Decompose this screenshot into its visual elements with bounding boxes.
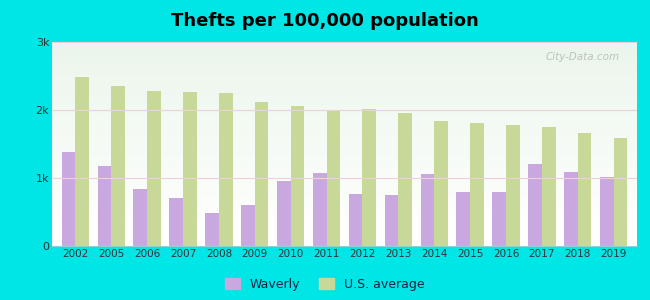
Bar	[528, 164, 542, 246]
Bar	[52, 134, 637, 144]
Bar	[111, 85, 125, 246]
Bar	[52, 42, 637, 52]
Bar	[183, 92, 197, 246]
Bar	[147, 91, 161, 246]
Bar	[52, 83, 637, 93]
Bar	[52, 175, 637, 185]
Bar	[564, 172, 578, 246]
Bar	[52, 73, 637, 83]
Bar	[205, 213, 219, 246]
Bar	[170, 198, 183, 246]
Bar	[434, 121, 448, 246]
Bar	[578, 134, 592, 246]
Bar	[349, 194, 363, 246]
Bar	[133, 189, 147, 246]
Bar	[52, 62, 637, 73]
Bar	[600, 177, 614, 246]
Bar	[277, 181, 291, 246]
Bar	[52, 93, 637, 103]
Bar	[542, 127, 556, 246]
Bar	[52, 113, 637, 124]
Bar	[241, 205, 255, 246]
Bar	[98, 166, 111, 246]
Bar	[398, 113, 412, 246]
Bar	[52, 205, 637, 215]
Bar	[52, 215, 637, 226]
Bar	[363, 109, 376, 246]
Bar	[75, 77, 89, 246]
Bar	[52, 185, 637, 195]
Bar	[255, 102, 268, 246]
Bar	[52, 226, 637, 236]
Text: Thefts per 100,000 population: Thefts per 100,000 population	[171, 12, 479, 30]
Bar	[421, 174, 434, 246]
Bar	[62, 152, 75, 246]
Bar	[52, 154, 637, 164]
Bar	[291, 106, 304, 246]
Bar	[52, 164, 637, 175]
Bar	[219, 93, 233, 246]
Legend: Waverly, U.S. average: Waverly, U.S. average	[225, 278, 425, 291]
Bar	[614, 138, 627, 246]
Bar	[456, 192, 470, 246]
Bar	[52, 236, 637, 246]
Bar	[52, 124, 637, 134]
Bar	[385, 195, 398, 246]
Bar	[492, 192, 506, 246]
Text: City-Data.com: City-Data.com	[545, 52, 619, 62]
Bar	[52, 144, 637, 154]
Bar	[52, 52, 637, 62]
Bar	[506, 125, 519, 246]
Bar	[326, 110, 340, 246]
Bar	[470, 123, 484, 246]
Bar	[52, 103, 637, 113]
Bar	[313, 172, 326, 246]
Bar	[52, 195, 637, 205]
